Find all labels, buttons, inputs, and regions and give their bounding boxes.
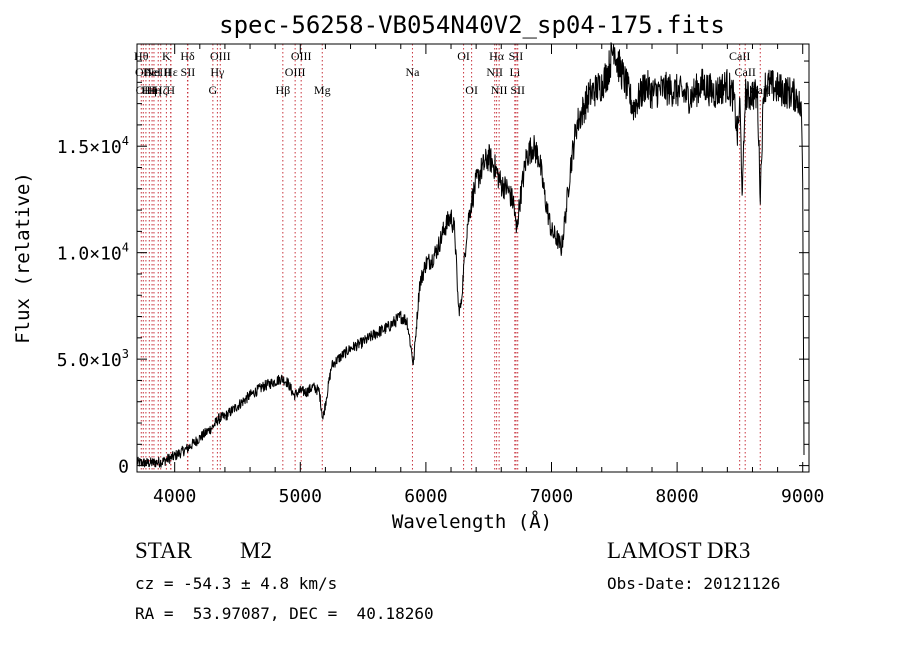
y-tick-label: 1.0×104 [57, 241, 129, 265]
line-label: Hη [142, 83, 157, 97]
line-label: G [209, 83, 218, 97]
line-label: Hγ [210, 65, 225, 79]
line-label: NeIII [145, 65, 171, 79]
x-tick-label: 4000 [153, 486, 196, 507]
y-tick-label: 1.5×104 [57, 134, 129, 158]
y-tick-label: 5.0×103 [57, 347, 129, 371]
x-tick-label: 7000 [530, 486, 573, 507]
y-axis: 0 5.0×103 1.0×104 1.5×104 [57, 60, 809, 478]
chart-title: spec-56258-VB054N40V2_sp04-175.fits [219, 11, 725, 39]
x-axis: 4000 5000 6000 7000 8000 9000 [153, 44, 824, 507]
x-axis-label: Wavelength (Å) [392, 510, 552, 533]
line-label: Hβ [275, 83, 290, 97]
line-label: Mg [314, 83, 331, 97]
line-label: Na [405, 65, 420, 79]
line-label: H [166, 83, 175, 97]
line-label: OIII [291, 49, 312, 63]
spectrum-line [136, 42, 805, 468]
line-label: Hη [146, 83, 161, 97]
line-label: HeI [143, 65, 161, 79]
x-tick-label: 5000 [279, 486, 322, 507]
line-label: OI [457, 49, 470, 63]
line-label: OIII [136, 83, 157, 97]
x-tick-label: 9000 [781, 486, 824, 507]
sky-coordinates: RA = 53.97087, DEC = 40.18260 [135, 604, 434, 623]
plot-frame [136, 43, 810, 473]
line-label: OIII [210, 49, 231, 63]
line-label: OII [135, 65, 152, 79]
spectrum-layer [136, 42, 805, 468]
line-label: Hζ [154, 83, 168, 97]
line-label: NII [486, 65, 503, 79]
line-label: SII [510, 83, 525, 97]
line-label: NII [491, 83, 508, 97]
line-label: SII [509, 49, 524, 63]
observation-date: Obs-Date: 20121126 [607, 574, 781, 593]
line-label: CaII [729, 49, 750, 63]
line-label: OI [465, 83, 478, 97]
line-label: CaII [735, 65, 756, 79]
redshift-velocity: cz = -54.3 ± 4.8 km/s [135, 574, 338, 593]
line-label: OIII [285, 65, 306, 79]
y-tick-label: 0 [118, 457, 129, 478]
line-label: SII [181, 65, 196, 79]
x-tick-label: 8000 [655, 486, 698, 507]
y-axis-label: Flux (relative) [12, 172, 34, 344]
survey-name: LAMOST DR3 [607, 538, 751, 563]
line-label: Hθ [134, 49, 149, 63]
line-label: Li [509, 65, 520, 79]
line-label: K [162, 49, 171, 63]
line-label: Hε [164, 65, 178, 79]
emission-line-markers: HθOIIOIIIHηHeIHηNeIIIHζKHHεHδSIIGHγOIIIH… [134, 44, 771, 472]
object-class: STAR [135, 538, 192, 563]
x-tick-label: 6000 [404, 486, 447, 507]
object-subclass: M2 [240, 538, 272, 563]
line-label: Hα [489, 49, 505, 63]
